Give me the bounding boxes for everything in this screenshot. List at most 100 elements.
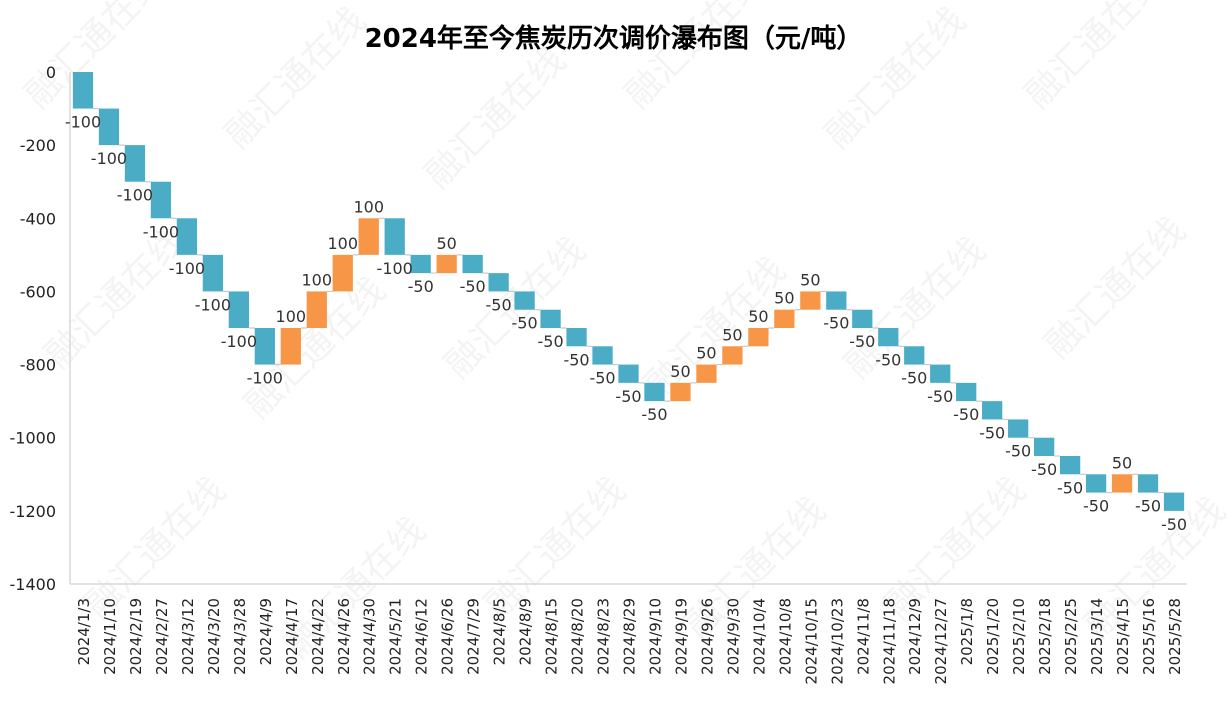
- data-label: -100: [91, 149, 127, 168]
- bar-decrease: [254, 328, 275, 365]
- bar-decrease: [930, 364, 951, 383]
- bar-decrease: [410, 254, 431, 274]
- x-tick-label: 2024/4/30: [361, 598, 379, 675]
- watermark-layer: 融汇通在线融汇通在线融汇通在线融汇通在线融汇通在线融汇通在线融汇通在线融汇通在线…: [17, 0, 1227, 666]
- bar-decrease: [1008, 419, 1029, 438]
- bar-decrease: [384, 218, 405, 255]
- x-tick-label: 2024/10/8: [776, 598, 794, 675]
- data-label: -50: [563, 350, 589, 369]
- x-tick-label: 2024/10/23: [828, 598, 846, 684]
- watermark-text: 融汇通在线: [417, 40, 573, 196]
- x-tick-label: 2025/3/14: [1088, 598, 1106, 675]
- data-label: -50: [486, 295, 512, 314]
- x-tick-label: 2024/8/20: [569, 598, 587, 675]
- x-tick-label: 2024/10/4: [750, 598, 768, 675]
- x-tick-label: 2025/2/10: [1010, 598, 1028, 675]
- bar-increase: [280, 328, 301, 365]
- watermark-text: 融汇通在线: [817, 0, 973, 156]
- x-tick-label: 2024/9/10: [646, 598, 664, 675]
- data-label: -100: [143, 222, 179, 241]
- bar-increase: [306, 291, 327, 328]
- data-label: 50: [748, 307, 768, 326]
- data-label: 50: [774, 289, 794, 308]
- data-label: -100: [65, 113, 101, 132]
- data-label: -100: [377, 259, 413, 278]
- y-tick-label: -1400: [10, 575, 57, 594]
- x-tick-label: 2024/8/9: [517, 598, 535, 665]
- y-axis-ticks: 0 -200 -400 -600 -800 -1000 -1200 -1400: [10, 63, 57, 594]
- x-tick-label: 2024/11/8: [854, 598, 872, 675]
- data-label: -50: [408, 277, 434, 296]
- x-tick-label: 2024/9/19: [672, 598, 690, 675]
- bar-decrease: [982, 401, 1003, 420]
- data-label: 50: [800, 270, 820, 289]
- data-label: -100: [221, 332, 257, 351]
- bar-decrease: [904, 346, 925, 365]
- x-tick-label: 2024/2/27: [153, 598, 171, 675]
- data-label: -50: [1161, 515, 1187, 534]
- bar-increase: [332, 254, 353, 292]
- bar-decrease: [592, 346, 613, 365]
- bar-increase: [358, 218, 379, 255]
- x-tick-label: 2025/2/18: [1036, 598, 1054, 675]
- y-tick-label: -800: [20, 356, 56, 375]
- x-tick-label: 2024/6/12: [413, 598, 431, 675]
- data-label: -100: [117, 186, 153, 205]
- data-label: -50: [875, 350, 901, 369]
- bar-decrease: [72, 72, 94, 109]
- data-label: -50: [953, 405, 979, 424]
- x-tick-label: 2024/4/9: [257, 598, 275, 665]
- bar-decrease: [202, 254, 224, 292]
- x-tick-label: 2024/6/26: [439, 598, 457, 675]
- bar-decrease: [124, 145, 146, 182]
- data-label: 50: [670, 362, 690, 381]
- bar-decrease: [1085, 474, 1107, 493]
- x-tick-label: 2024/9/26: [698, 598, 716, 675]
- connectors: [93, 107, 1164, 494]
- x-axis-ticks: 2024/1/3 2024/1/10 2024/2/19 2024/2/27 2024/…: [75, 598, 1184, 684]
- data-label: -50: [927, 387, 953, 406]
- data-label: 50: [696, 344, 716, 363]
- bar-decrease: [852, 309, 873, 328]
- data-label: 100: [302, 270, 333, 289]
- x-tick-label: 2024/10/15: [802, 598, 820, 684]
- data-label: 50: [1112, 453, 1132, 472]
- bars: [72, 72, 1185, 511]
- x-tick-label: 2025/1/20: [984, 598, 1002, 675]
- bar-decrease: [618, 364, 639, 383]
- data-label: -50: [849, 332, 875, 351]
- data-label: -100: [169, 259, 205, 278]
- bar-decrease: [1059, 456, 1081, 475]
- data-label: -100: [195, 295, 231, 314]
- watermark-text: 融汇通在线: [617, 0, 773, 116]
- bar-decrease: [540, 309, 561, 328]
- data-label: -50: [1057, 478, 1083, 497]
- y-tick-label: -1000: [10, 429, 57, 448]
- watermark-text: 融汇通在线: [17, 0, 173, 116]
- data-label: -50: [615, 387, 641, 406]
- x-tick-label: 2024/3/20: [205, 598, 223, 675]
- bar-decrease: [826, 291, 847, 310]
- bar-increase: [1111, 474, 1133, 493]
- bar-decrease: [462, 254, 483, 274]
- x-tick-label: 2024/3/28: [231, 598, 249, 675]
- x-tick-label: 2025/4/15: [1114, 598, 1132, 675]
- bar-decrease: [1033, 437, 1055, 456]
- data-labels: -100 -100 -100 -100 -100 -100 -100 -100 100 100 10…: [65, 113, 1187, 534]
- x-tick-label: 2024/4/26: [335, 598, 353, 675]
- x-tick-label: 2024/8/29: [621, 598, 639, 675]
- watermark-text: 融汇通在线: [1037, 210, 1193, 366]
- bar-increase: [722, 346, 743, 365]
- x-tick-label: 2024/11/18: [880, 598, 898, 684]
- x-tick-label: 2024/8/5: [491, 598, 509, 665]
- data-label: -50: [537, 332, 563, 351]
- data-label: -50: [1083, 497, 1109, 516]
- x-tick-label: 2024/7/29: [465, 598, 483, 675]
- y-tick-label: -1200: [10, 502, 57, 521]
- x-tick-label: 2024/8/23: [595, 598, 613, 675]
- y-tick-label: -600: [20, 282, 56, 301]
- x-tick-label: 2024/5/21: [387, 598, 405, 675]
- data-label: -50: [1135, 497, 1161, 516]
- bar-increase: [696, 364, 717, 383]
